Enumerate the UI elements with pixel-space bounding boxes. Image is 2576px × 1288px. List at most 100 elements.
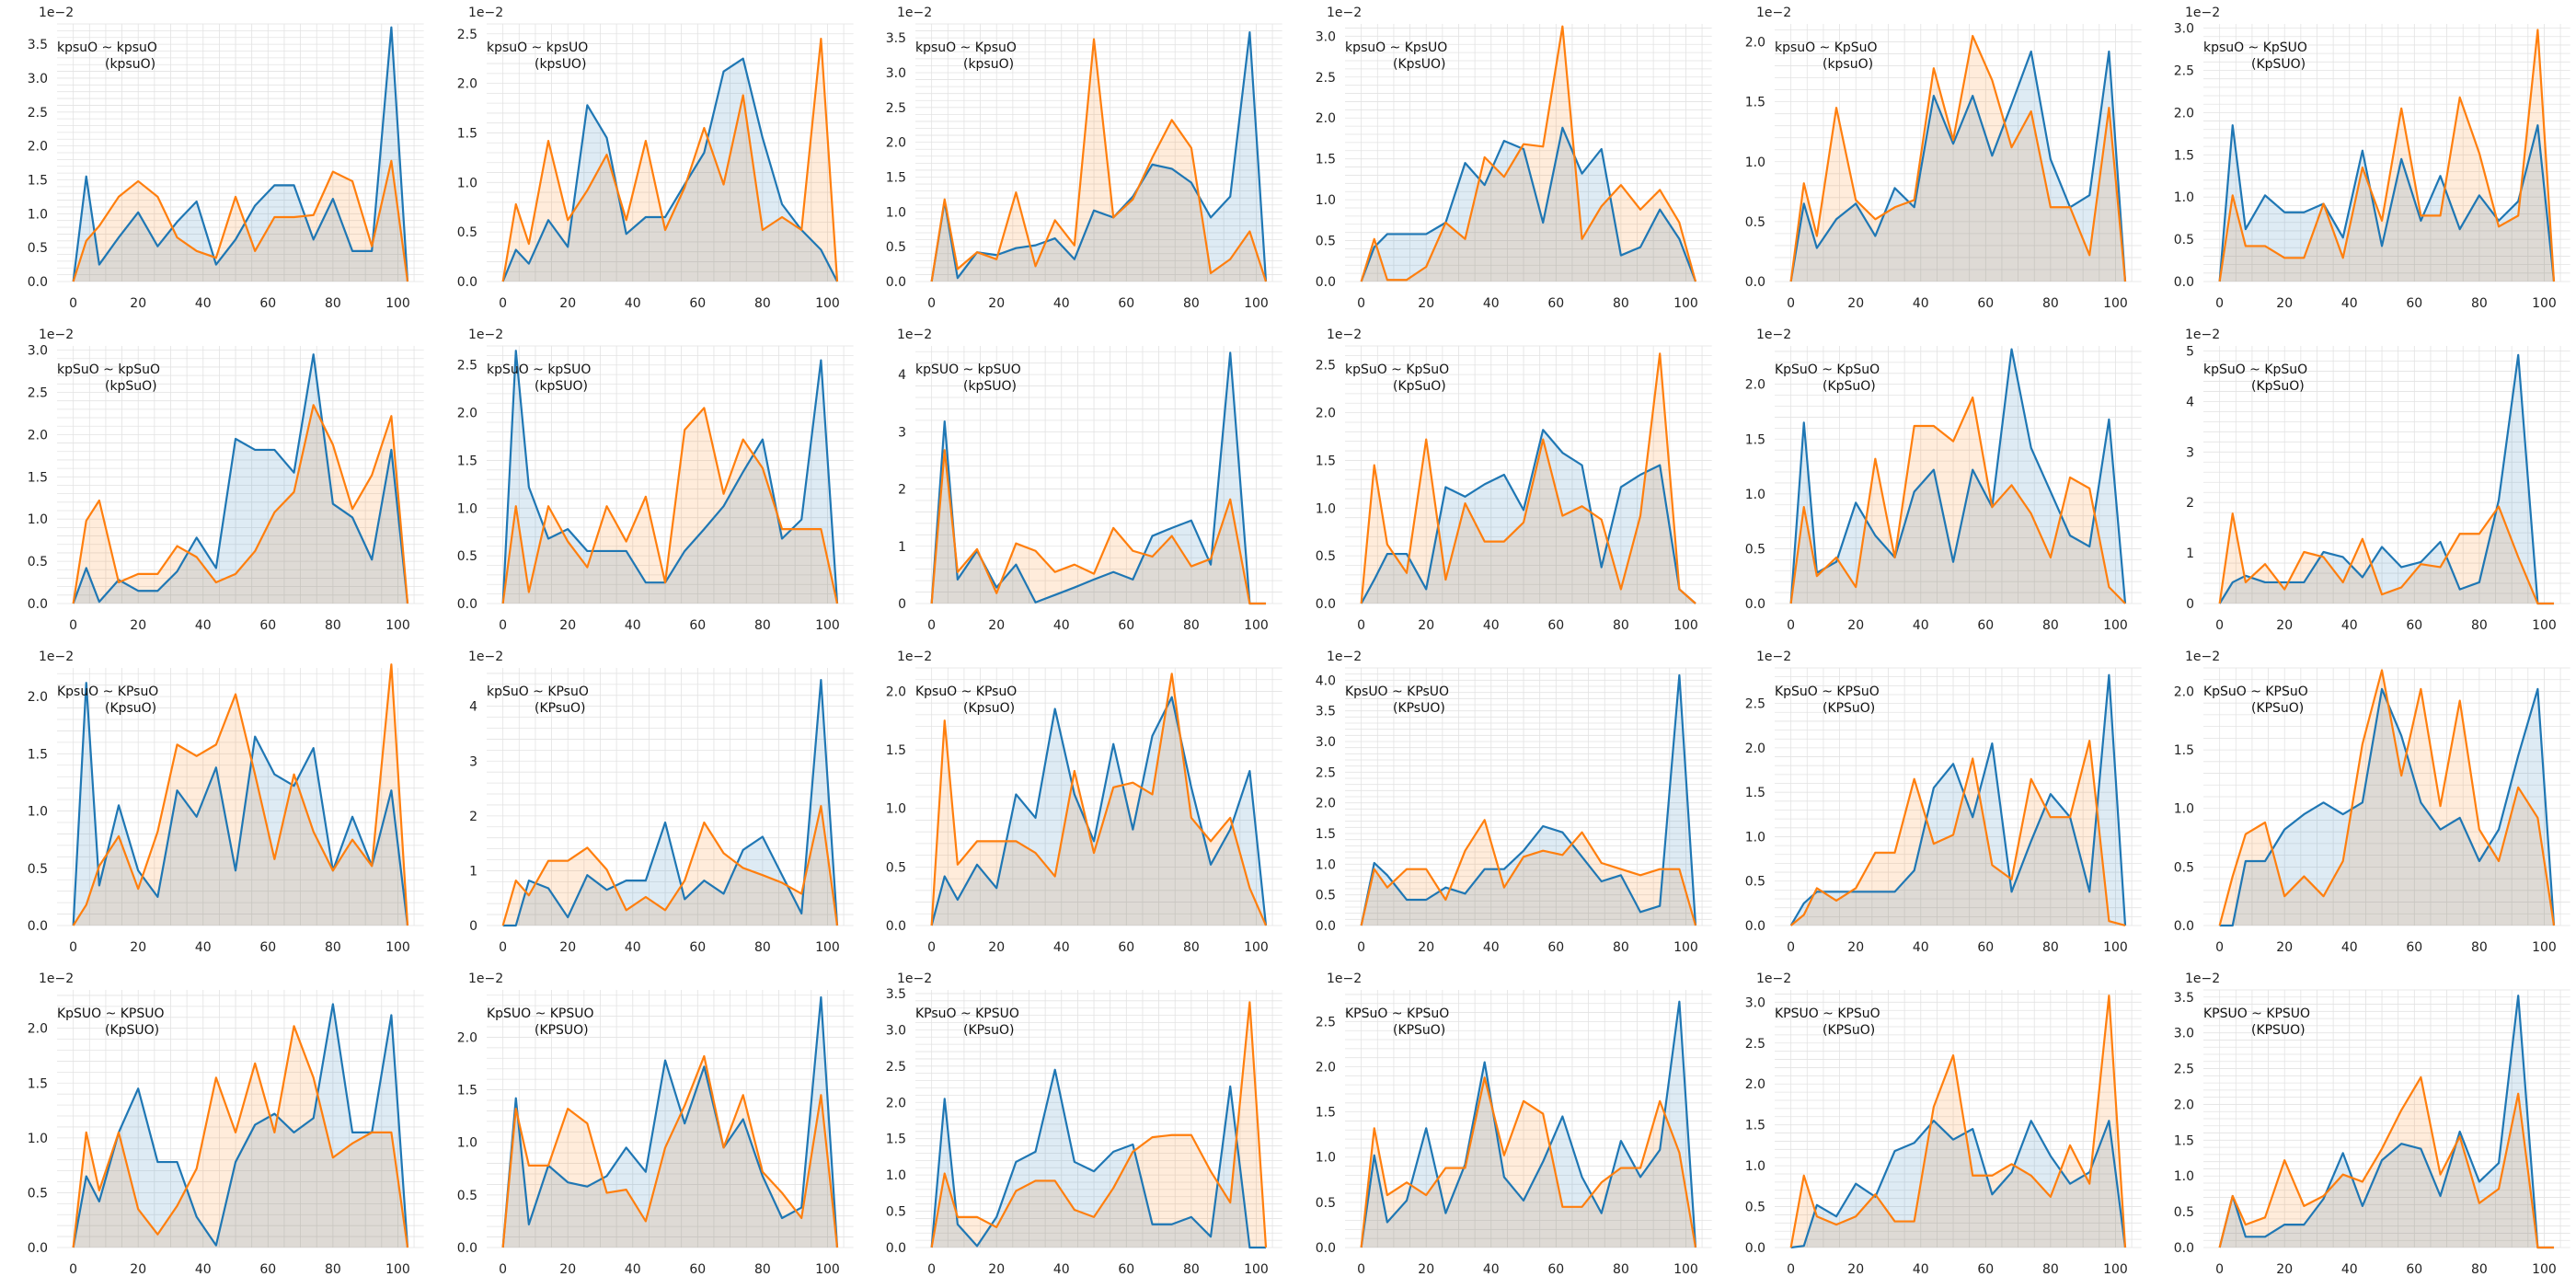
y-tick-label: 1 [469, 864, 477, 879]
y-tick-label: 1.0 [456, 1136, 477, 1151]
panel-title-line2: (KPsuO) [535, 701, 585, 716]
panel-title-line2: (KPSuO) [1823, 1023, 1875, 1038]
x-tick-label: 100 [2532, 940, 2557, 955]
y-tick-label: 1.0 [2174, 802, 2194, 817]
series-b-line [501, 407, 838, 604]
y-tick-label: 3.5 [886, 987, 906, 1002]
series-a-area [931, 352, 1267, 604]
panel-title-line2: (kpsUO) [535, 57, 586, 72]
x-tick-label: 20 [1847, 618, 1864, 633]
x-tick-label: 40 [1053, 940, 1070, 955]
x-tick-label: 40 [2341, 618, 2358, 633]
series-b-line [1789, 396, 2126, 604]
series-b-area [502, 1056, 837, 1248]
series-a-area [2219, 995, 2555, 1248]
chart-panel: 0.0 0.5 1.0 1.5 2.0 0 20 40 60 80 100 1e−2 kpsuO ~ K… [1744, 6, 2142, 311]
series-a-area [931, 32, 1267, 282]
x-tick-label: 20 [1847, 296, 1864, 311]
series-b-line [72, 159, 409, 282]
x-tick-label: 80 [754, 1262, 771, 1277]
series-b-line [72, 1025, 409, 1248]
series-b-line [501, 1054, 838, 1248]
y-tick-label: 0.0 [456, 275, 477, 290]
x-tick-label: 80 [2042, 1262, 2059, 1277]
series-a-line [1789, 348, 2126, 604]
y-tick-label: 0.5 [1744, 875, 1765, 890]
x-tick-label: 0 [499, 296, 507, 311]
series-a-line [930, 696, 1268, 926]
series-b-line [1789, 34, 2126, 282]
x-tick-label: 20 [1847, 1262, 1864, 1277]
series-b-area [1790, 741, 2125, 926]
y-tick-label: 1.5 [1744, 96, 1765, 110]
y-tick-label: 2.0 [886, 136, 906, 151]
x-tick-label: 20 [1847, 940, 1864, 955]
x-tick-label: 40 [1053, 296, 1070, 311]
chart-panel: 0.0 0.5 1.0 1.5 2.0 2.5 3.0 3.5 0 20 40 60 80 100 1e−2… [2174, 972, 2570, 1277]
y-tick-label: 1.5 [1744, 432, 1765, 447]
panel-title-line1: kpsuO ~ KpsuO [915, 40, 1017, 55]
y-tick-label: 1.0 [886, 205, 906, 220]
x-tick-label: 20 [1418, 940, 1434, 955]
x-tick-label: 20 [989, 618, 1006, 633]
x-tick-label: 0 [1357, 296, 1365, 311]
panel-title-line1: KpSuO ~ KpSuO [1775, 362, 1880, 377]
y-tick-label: 1.5 [1316, 454, 1336, 468]
series-b-line [72, 404, 409, 604]
y-tick-label: 2.0 [456, 1030, 477, 1045]
y-tick-label: 1.5 [456, 1084, 477, 1098]
chart-panel: 0.0 0.5 1.0 1.5 2.0 0 20 40 60 80 100 1e−2 KpsuO ~ K… [28, 650, 424, 955]
x-tick-label: 20 [130, 940, 146, 955]
x-tick-label: 20 [1418, 618, 1434, 633]
y-tick-label: 2.0 [28, 1022, 48, 1037]
x-tick-label: 20 [2277, 1262, 2294, 1277]
x-tick-label: 0 [1787, 296, 1795, 311]
x-tick-label: 40 [1053, 1262, 1070, 1277]
series-a-line [2218, 995, 2555, 1249]
chart-panel: 0.0 0.5 1.0 1.5 2.0 2.5 3.0 0 20 40 60 80 100 1e−2 kps… [1316, 6, 1712, 311]
x-tick-label: 100 [385, 940, 410, 955]
series-a-line [1360, 1000, 1697, 1248]
y-tick-label: 3.5 [886, 31, 906, 46]
y-tick-label: 1.0 [1744, 1159, 1765, 1174]
x-tick-label: 40 [1483, 618, 1500, 633]
x-tick-label: 80 [1613, 1262, 1629, 1277]
x-tick-label: 60 [1119, 296, 1135, 311]
x-tick-label: 20 [989, 1262, 1006, 1277]
panel-title-line1: kpsuO ~ KpsUO [1345, 40, 1447, 55]
x-tick-label: 20 [130, 296, 146, 311]
y-tick-label: 0.0 [28, 597, 48, 612]
x-tick-label: 80 [1183, 296, 1200, 311]
x-tick-label: 0 [1787, 1262, 1795, 1277]
x-tick-label: 80 [325, 618, 341, 633]
y-tick-label: 1.5 [2174, 743, 2194, 758]
panel-title-line1: kpSuO ~ kpSUO [487, 362, 591, 377]
x-tick-label: 0 [69, 618, 77, 633]
series-b-area [73, 1026, 408, 1248]
y-exponent-label: 1e−2 [468, 972, 503, 986]
x-tick-label: 0 [499, 618, 507, 633]
x-tick-label: 80 [2042, 618, 2059, 633]
y-tick-label: 1.0 [28, 207, 48, 222]
y-tick-label: 1.5 [456, 126, 477, 141]
y-tick-label: 1.5 [28, 1076, 48, 1091]
y-tick-label: 1.0 [2174, 190, 2194, 205]
y-exponent-label: 1e−2 [2185, 6, 2220, 20]
panel-title-line1: KPsuO ~ KPSUO [915, 1006, 1019, 1021]
series-b-line [2218, 669, 2556, 926]
y-tick-label: 2.0 [2174, 1098, 2194, 1112]
y-tick-label: 1.0 [1316, 1151, 1336, 1166]
panel-title-line1: KpSuO ~ KPSuO [1775, 684, 1880, 699]
series-a-area [2219, 688, 2555, 926]
y-exponent-label: 1e−2 [39, 328, 74, 342]
panel-title-line2: (KPsUO) [1393, 701, 1445, 716]
y-exponent-label: 1e−2 [2185, 650, 2220, 664]
y-tick-label: 3.0 [1316, 29, 1336, 44]
series-a-area [1790, 674, 2125, 926]
x-tick-label: 60 [689, 296, 706, 311]
x-tick-label: 40 [195, 296, 212, 311]
y-tick-label: 4 [2186, 395, 2194, 409]
panel-title-line1: KPSUO ~ KPSUO [2203, 1006, 2310, 1021]
x-tick-label: 80 [1183, 1262, 1200, 1277]
